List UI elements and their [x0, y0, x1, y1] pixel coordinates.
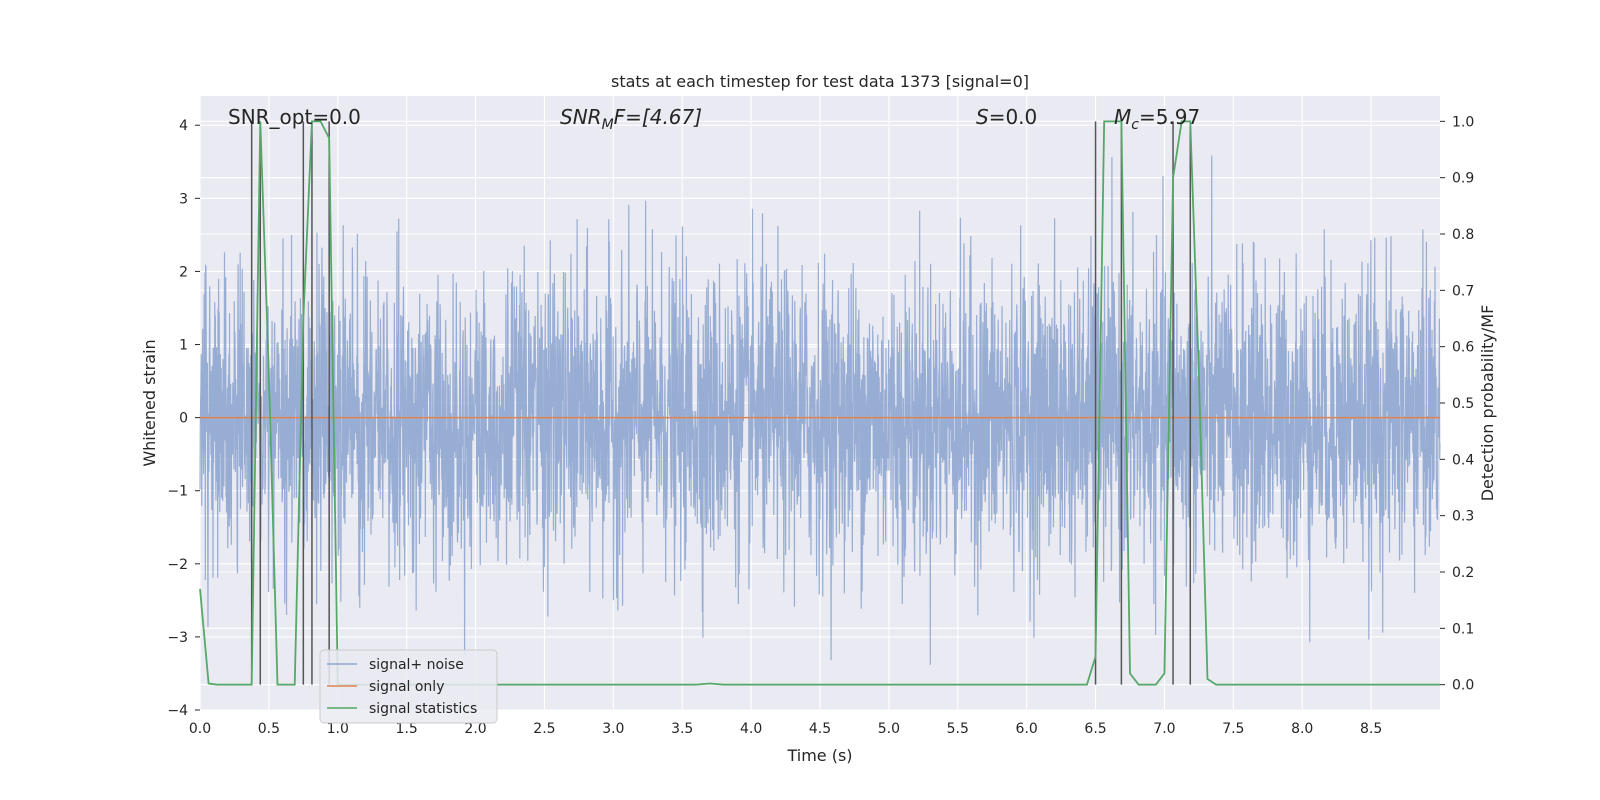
x-tick-label: 5.0	[878, 721, 900, 737]
y2-tick-label: 0.0	[1452, 678, 1474, 694]
x-tick-label: 6.5	[1084, 721, 1106, 737]
x-tick-label: 1.5	[396, 721, 418, 737]
y-tick-label: −4	[167, 703, 188, 719]
legend-box	[319, 649, 498, 724]
y-tick-label: 1	[179, 338, 188, 354]
x-tick-label: 1.0	[327, 721, 349, 737]
annotation-snr-opt: SNR_opt=0.0	[228, 105, 361, 129]
y2-tick-label: 0.5	[1452, 396, 1474, 412]
signal-statistics-line	[199, 120, 1440, 686]
x-tick-label: 8.5	[1360, 721, 1382, 737]
y2-tick-label: 0.3	[1452, 509, 1474, 525]
y2-tick-label: 1.0	[1452, 114, 1474, 130]
signal-plus-noise-line	[199, 155, 1441, 665]
x-tick-label: 0.5	[258, 721, 280, 737]
annotation-s: S=0.0	[976, 105, 1037, 129]
legend-label-signal-plus-noise: signal+ noise	[369, 657, 464, 673]
y2-tick-label: 0.2	[1452, 565, 1474, 581]
y2-tick-label: 0.1	[1452, 621, 1474, 637]
x-tick-label: 4.5	[809, 721, 831, 737]
y-tick-label: −2	[167, 557, 188, 573]
y2-tick-label: 0.8	[1452, 227, 1474, 243]
x-tick-label: 3.5	[671, 721, 693, 737]
axis-ticks: 0.0 0.5 1.0 1.5 2.0 2.5 3.0 3.5 4.0 4.5 5.0 5.5 6.0 6…	[167, 114, 1474, 737]
x-tick-label: 8.0	[1291, 721, 1313, 737]
annotation-snr-mf: SNRMF=[4.67]	[560, 105, 702, 133]
x-tick-label: 7.5	[1222, 721, 1244, 737]
x-tick-label: 2.5	[533, 721, 555, 737]
y-tick-label: 3	[179, 191, 188, 207]
x-tick-label: 0.0	[189, 721, 211, 737]
y-tick-label: 4	[179, 118, 188, 134]
chart-title: stats at each timestep for test data 137…	[611, 72, 1029, 91]
x-tick-label: 6.0	[1016, 721, 1038, 737]
y2-tick-label: 0.9	[1452, 171, 1474, 187]
x-axis-label: Time (s)	[786, 746, 852, 765]
y2-tick-label: 0.7	[1452, 283, 1474, 299]
x-tick-label: 5.5	[947, 721, 969, 737]
x-tick-label: 4.0	[740, 721, 762, 737]
series-signal-statistics	[199, 120, 1440, 686]
y-tick-label: −3	[167, 630, 188, 646]
x-tick-label: 3.0	[602, 721, 624, 737]
y2-tick-label: 0.4	[1452, 452, 1474, 468]
legend: signal+ noise signal only signal statist…	[319, 649, 498, 724]
y-tick-label: 0	[179, 411, 188, 427]
legend-label-signal-only: signal only	[369, 679, 444, 695]
y2-axis-label: Detection probability/MF	[1478, 305, 1497, 502]
y2-tick-label: 0.6	[1452, 340, 1474, 356]
annotation-mc: Mc=5.97	[1114, 105, 1200, 133]
y-tick-label: 2	[179, 264, 188, 280]
legend-label-signal-statistics: signal statistics	[369, 701, 477, 717]
vertical-markers	[250, 121, 1192, 685]
y-axis-label: Whitened strain	[140, 339, 159, 466]
series-signal-plus-noise	[199, 155, 1441, 665]
y-tick-label: −1	[167, 484, 188, 500]
x-tick-label: 7.0	[1153, 721, 1175, 737]
x-tick-label: 2.0	[464, 721, 486, 737]
